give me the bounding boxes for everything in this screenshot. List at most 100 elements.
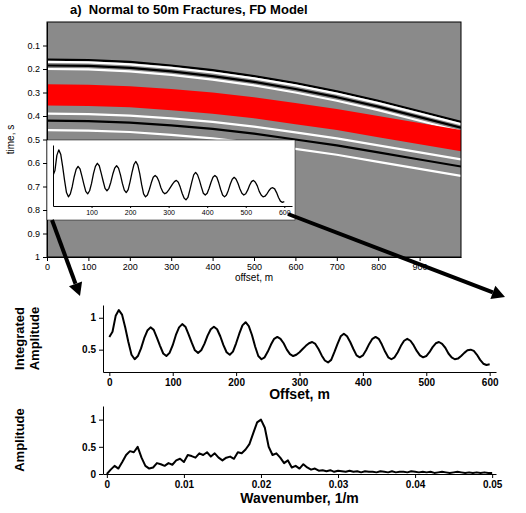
tick-label: 0.8 xyxy=(27,205,40,215)
tick-mark xyxy=(43,69,47,70)
tick: 200 xyxy=(123,257,138,272)
seismic-panel: 01002003004005006007008009000.10.20.30.4… xyxy=(27,22,461,272)
arrow xyxy=(288,214,505,299)
axis-line xyxy=(53,146,54,207)
tick: 0 xyxy=(107,372,113,388)
tick: 200 xyxy=(125,206,137,216)
line-panel: 00.010.020.030.040.0500.51 xyxy=(82,407,503,491)
tick-mark xyxy=(492,474,493,478)
tick-label: 0.7 xyxy=(27,182,40,192)
arrow-shaft xyxy=(52,220,76,284)
tick-label: 0.5 xyxy=(82,442,96,453)
tick-mark xyxy=(490,372,491,376)
tick-mark xyxy=(246,206,247,208)
tick-label: 300 xyxy=(163,209,175,216)
tick-label: 0 xyxy=(107,377,113,388)
tick-mark xyxy=(261,474,262,478)
data-line xyxy=(109,310,489,365)
tick-mark xyxy=(338,474,339,478)
tick-label: 0.3 xyxy=(27,88,40,98)
tick: 100 xyxy=(86,206,98,216)
tick-mark xyxy=(420,257,421,261)
axis: 00.51 xyxy=(82,407,103,480)
tick-mark xyxy=(236,372,237,376)
tick: 0.4 xyxy=(27,111,47,121)
tick: 0 xyxy=(45,257,50,272)
tick-label: 0 xyxy=(45,262,50,272)
tick-mark xyxy=(43,140,47,141)
tick-mark xyxy=(426,372,427,376)
tick-mark xyxy=(99,474,103,475)
inset-background xyxy=(47,140,295,220)
arrow-head xyxy=(69,281,82,296)
tick: 1 xyxy=(90,414,103,425)
axis: 0100200300400500600700800900 xyxy=(45,257,462,272)
tick: 0.5 xyxy=(82,442,103,453)
axis-title: Amplitude xyxy=(12,408,27,472)
tick-mark xyxy=(184,474,185,478)
tick-mark xyxy=(173,372,174,376)
tick-mark xyxy=(43,234,47,235)
axis-line xyxy=(103,306,104,373)
tick-mark xyxy=(213,257,214,261)
tick: 0.04 xyxy=(406,474,426,490)
tick-mark xyxy=(109,372,110,376)
tick-mark xyxy=(415,474,416,478)
tick-mark xyxy=(88,257,89,261)
tick-label: 200 xyxy=(123,262,138,272)
tick-mark xyxy=(207,206,208,208)
tick: 800 xyxy=(371,257,386,272)
axis xyxy=(53,146,54,207)
axis-title: IntegratedAmplitude xyxy=(12,307,42,371)
tick: 200 xyxy=(228,372,245,388)
tick-mark xyxy=(43,210,47,211)
tick-mark xyxy=(295,257,296,261)
tick: 0.01 xyxy=(175,474,195,490)
tick-label: 500 xyxy=(418,377,435,388)
axis-line xyxy=(104,474,497,475)
tick-label: 0.9 xyxy=(27,229,40,239)
tick-mark xyxy=(43,187,47,188)
tick-label: 300 xyxy=(164,262,179,272)
tick-label: 0.5 xyxy=(82,344,96,355)
axis-line xyxy=(103,407,104,475)
line-panel: 01002003004005006000.51 xyxy=(82,306,499,389)
tick: 400 xyxy=(202,206,214,216)
axis-title-line: Integrated xyxy=(12,307,27,370)
arrow-head xyxy=(490,286,505,299)
tick-label: 0.04 xyxy=(406,479,426,490)
tick: 500 xyxy=(418,372,435,388)
data-line xyxy=(53,150,284,202)
tick: 500 xyxy=(247,257,262,272)
tick-label: 0.6 xyxy=(27,158,40,168)
data-group xyxy=(53,150,284,202)
tick-label: 0 xyxy=(105,479,111,490)
tick: 0.6 xyxy=(27,158,47,168)
tick-label: 0.2 xyxy=(27,64,40,74)
tick-label: 600 xyxy=(288,262,303,272)
tick: 0.3 xyxy=(27,88,47,98)
tick-label: 0.02 xyxy=(252,479,272,490)
tick-label: 1 xyxy=(90,312,96,323)
tick-label: 0.05 xyxy=(483,479,503,490)
tick: 0.02 xyxy=(252,474,272,490)
tick-label: 1 xyxy=(90,414,96,425)
data-group xyxy=(107,420,492,474)
tick-label: 1 xyxy=(35,252,40,262)
tick-label: 500 xyxy=(247,262,262,272)
tick-mark xyxy=(363,372,364,376)
tick: 0.7 xyxy=(27,182,47,192)
tick: 100 xyxy=(165,372,182,388)
tick-mark xyxy=(254,257,255,261)
plot-background xyxy=(47,22,461,257)
tick: 300 xyxy=(164,257,179,272)
tick-label: 400 xyxy=(355,377,372,388)
tick-label: 0.4 xyxy=(27,111,40,121)
tick: 0.03 xyxy=(329,474,349,490)
tick: 0 xyxy=(90,469,103,480)
tick-label: 200 xyxy=(228,377,245,388)
tick: 600 xyxy=(288,257,303,272)
tick-label: 600 xyxy=(482,377,499,388)
tick: 1 xyxy=(90,312,103,323)
tick-mark xyxy=(99,318,103,319)
